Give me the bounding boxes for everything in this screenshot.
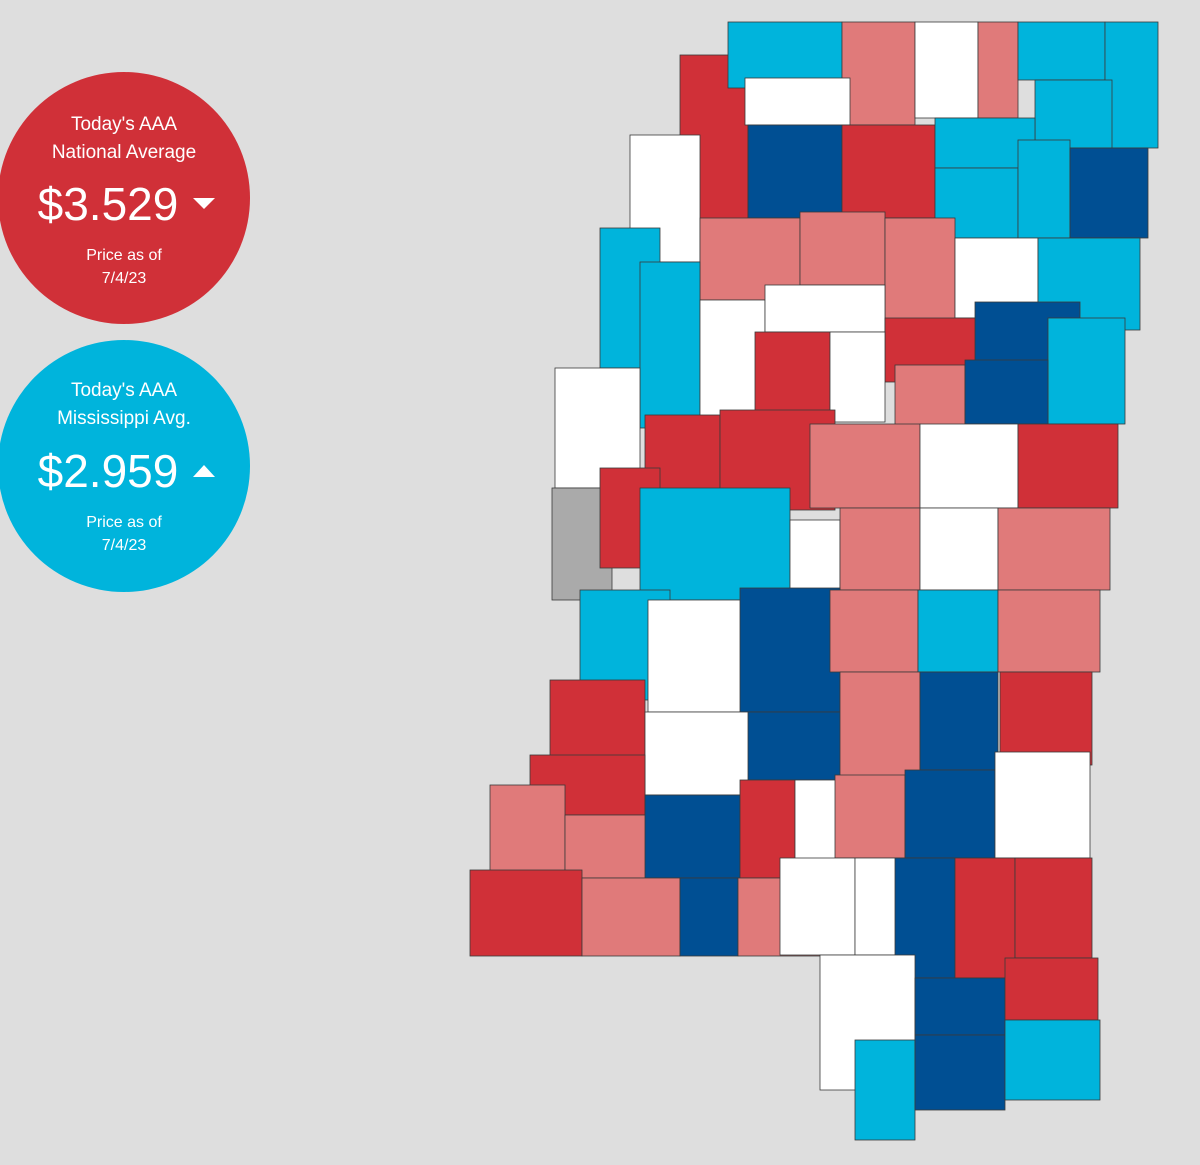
county [809, 423, 921, 509]
date: 7/4/23 [102, 537, 147, 554]
national-badge: Today's AAA National Average $3.529 Pric… [0, 72, 250, 324]
county [839, 671, 921, 779]
county [764, 284, 886, 333]
county [997, 507, 1111, 591]
county [914, 1034, 1006, 1111]
county [914, 977, 1006, 1036]
badge-circle [0, 340, 250, 592]
county [744, 77, 851, 126]
county [919, 671, 999, 771]
county [834, 774, 906, 859]
county [581, 877, 681, 957]
county [964, 359, 1049, 425]
county [999, 671, 1093, 766]
county [1034, 79, 1113, 149]
badge-circle [0, 72, 250, 324]
county [644, 794, 741, 879]
county [639, 487, 791, 601]
county [699, 299, 766, 431]
county-map [469, 21, 1159, 1141]
price: $3.529 [38, 178, 179, 230]
county [1069, 147, 1149, 239]
county [739, 587, 841, 713]
heading-line: Mississippi Avg. [57, 408, 191, 429]
county [747, 711, 856, 781]
county [829, 331, 886, 423]
county [469, 869, 583, 957]
county [1017, 21, 1106, 81]
state-badge: Today's AAA Mississippi Avg. $2.959 Pric… [0, 340, 250, 592]
heading-line: National Average [52, 142, 196, 163]
as-of: Price as of [86, 514, 162, 531]
heading-line: Today's AAA [71, 380, 177, 401]
county [997, 589, 1101, 673]
county [1014, 857, 1093, 959]
down-arrow [193, 198, 215, 209]
county [919, 423, 1019, 509]
up-arrow [193, 465, 215, 477]
heading-line: Today's AAA [71, 114, 177, 135]
county [841, 21, 916, 126]
county [917, 589, 999, 673]
date: 7/4/23 [102, 270, 147, 287]
county [789, 519, 841, 591]
county [1047, 317, 1126, 425]
county [994, 751, 1091, 859]
county [1017, 139, 1071, 239]
county [977, 21, 1019, 119]
county [639, 261, 701, 429]
county [1004, 1019, 1101, 1101]
county [841, 124, 936, 219]
county [884, 217, 956, 323]
county [779, 857, 856, 956]
county [829, 589, 919, 673]
county [1004, 957, 1099, 1021]
county [679, 877, 739, 957]
county [1104, 21, 1159, 149]
county [854, 1039, 916, 1141]
county [799, 211, 886, 286]
county [904, 769, 996, 859]
county [919, 507, 999, 591]
county [914, 21, 979, 119]
as-of: Price as of [86, 247, 162, 264]
price: $2.959 [38, 445, 179, 497]
county [1017, 423, 1119, 509]
county [794, 779, 841, 861]
county [839, 507, 921, 591]
county [747, 124, 843, 219]
